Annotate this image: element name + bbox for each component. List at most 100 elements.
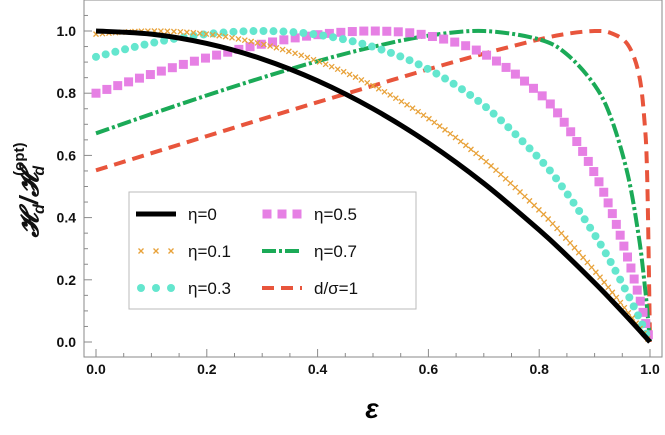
cross-marker — [521, 193, 528, 200]
square-marker — [416, 29, 426, 39]
dot-marker — [259, 27, 268, 36]
dot-marker — [229, 27, 238, 36]
square-marker — [393, 27, 403, 37]
dot-marker — [348, 37, 357, 46]
y-label-sep: / — [14, 194, 44, 205]
square-marker — [619, 241, 629, 251]
square-marker — [212, 50, 222, 60]
dot-marker — [633, 311, 642, 320]
legend: η=0 η=0.1 η=0.3 η=0.5 η=0.7 d/σ=1 — [128, 191, 417, 310]
square-marker — [324, 28, 334, 38]
cross-marker — [196, 30, 203, 37]
series-dashed — [95, 28, 652, 343]
square-marker — [626, 263, 636, 273]
dot-marker — [629, 302, 638, 311]
cross-marker — [328, 63, 335, 70]
dot-marker — [111, 47, 120, 56]
dot-marker — [580, 215, 589, 224]
legend-item: η=0.7 — [262, 242, 357, 261]
cross-marker — [462, 142, 469, 149]
cross-marker — [183, 29, 190, 36]
cross-marker — [381, 88, 388, 95]
square-marker — [189, 56, 199, 66]
cross-marker — [425, 115, 432, 122]
cross-marker — [452, 134, 459, 141]
dot-marker — [319, 31, 328, 40]
dot-marker — [432, 69, 441, 78]
cross-marker — [235, 35, 242, 42]
y-tick-label: 0.2 — [57, 272, 77, 288]
dot-marker — [482, 103, 491, 112]
y-label-sub-2: d — [31, 165, 48, 176]
dot-marker — [601, 249, 610, 258]
dot-marker — [596, 240, 605, 249]
cross-marker — [404, 101, 410, 108]
dot-marker — [377, 45, 386, 54]
cross-marker — [580, 254, 587, 261]
square-marker — [583, 156, 593, 166]
cross-marker — [170, 28, 177, 35]
dot-marker — [299, 29, 308, 38]
square-marker — [145, 70, 155, 80]
cross-marker — [531, 202, 538, 209]
cross-marker — [168, 248, 174, 254]
cross-marker — [562, 235, 569, 242]
dot-marker — [167, 284, 175, 292]
cross-marker — [549, 220, 556, 227]
dot-marker — [557, 182, 566, 191]
cross-marker — [540, 211, 547, 218]
square-marker — [167, 63, 177, 73]
cross-marker — [554, 225, 561, 232]
cross-marker — [512, 184, 519, 191]
dot-marker — [269, 27, 278, 36]
square-marker — [520, 76, 530, 86]
dot-marker — [423, 64, 432, 73]
dot-marker — [405, 56, 414, 65]
square-marker — [578, 146, 588, 156]
x-axis-label: ε — [365, 393, 379, 424]
square-marker — [370, 26, 380, 36]
x-tick-label: 0.8 — [529, 361, 549, 377]
square-marker — [611, 219, 621, 229]
dot-marker — [152, 284, 160, 292]
cross-marker — [601, 279, 608, 286]
dot-marker — [457, 85, 466, 94]
cross-marker — [558, 230, 565, 237]
square-marker — [91, 88, 101, 98]
dot-marker — [611, 266, 620, 275]
square-marker — [559, 117, 569, 127]
dot-marker — [606, 258, 615, 267]
square-marker — [290, 33, 300, 43]
cross-marker — [340, 68, 347, 75]
cross-marker — [447, 130, 454, 137]
square-marker — [638, 307, 648, 317]
dot-marker — [140, 40, 149, 49]
dot-marker — [239, 27, 248, 36]
y-tick-label: 0.4 — [57, 210, 77, 226]
square-marker — [134, 73, 144, 83]
square-marker — [537, 91, 547, 101]
cross-marker — [310, 56, 317, 63]
cross-marker — [260, 41, 267, 48]
dot-marker — [441, 74, 450, 83]
dot-marker — [563, 190, 572, 199]
cross-marker — [387, 92, 394, 98]
square-marker — [256, 39, 266, 49]
square-marker — [623, 252, 633, 262]
square-marker — [223, 47, 233, 57]
x-tick-labels: 0.0 0.2 0.4 0.6 0.8 1.0 — [86, 361, 660, 377]
x-tick-label: 0.2 — [197, 361, 217, 377]
square-marker — [599, 187, 609, 197]
square-marker — [124, 77, 134, 87]
dot-marker — [92, 52, 100, 61]
cross-marker — [584, 259, 591, 266]
y-tick-label: 0.0 — [57, 334, 77, 350]
cross-marker — [285, 48, 292, 55]
cross-marker — [478, 154, 485, 161]
cross-marker — [492, 167, 499, 174]
y-tick-labels: 0.0 0.2 0.4 0.6 0.8 1.0 — [57, 23, 77, 350]
cross-marker — [497, 171, 504, 178]
dot-marker — [552, 174, 561, 183]
square-marker — [491, 56, 501, 66]
cross-marker — [316, 58, 323, 65]
